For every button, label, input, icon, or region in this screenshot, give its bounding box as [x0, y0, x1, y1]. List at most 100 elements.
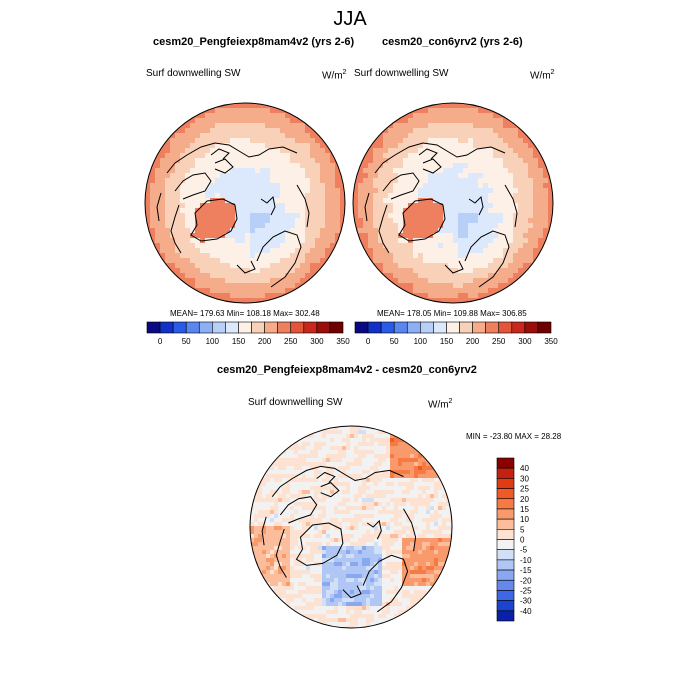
map-panel-2-border	[352, 102, 554, 304]
coastline	[271, 465, 404, 498]
panel1-variable: Surf downwelling SW	[146, 68, 241, 79]
colorbar1-box	[159, 321, 174, 334]
colorbar3-tick-label: -10	[520, 556, 532, 565]
colorbar2-box	[420, 321, 434, 334]
colorbar3-box	[496, 539, 515, 550]
colorbar3-box	[496, 508, 515, 520]
coastline	[261, 516, 267, 546]
colorbar3-tick-label: -25	[520, 586, 532, 595]
colorbar3-tick-label: -20	[520, 576, 532, 585]
map-panel-3	[250, 426, 452, 628]
coastline	[256, 230, 302, 288]
colorbar1-tick-label: 300	[310, 337, 324, 346]
coastline	[362, 554, 409, 613]
coastline-greenland	[190, 198, 238, 242]
colorbar1-box	[264, 321, 278, 334]
colorbar2-box	[354, 321, 369, 334]
coastline	[444, 260, 464, 274]
map-panel-3-border	[249, 425, 453, 629]
colorbar3-box	[496, 579, 515, 591]
colorbar3-box	[496, 498, 515, 510]
map-panel-2	[353, 103, 553, 303]
colorbar2-box	[524, 321, 539, 334]
colorbar2-box	[498, 321, 513, 334]
coastline	[316, 471, 336, 483]
coastline	[378, 204, 390, 254]
colorbar2-box	[367, 321, 382, 334]
colorbar3-tick-label: 30	[520, 474, 529, 483]
colorbar3-box	[496, 467, 515, 479]
colorbar2-tick-label: 100	[414, 337, 428, 346]
colorbar1-box	[238, 321, 252, 334]
colorbar1-box	[316, 321, 331, 334]
colorbar2-box	[446, 321, 460, 334]
colorbar3-tick-label: -15	[520, 566, 532, 575]
colorbar1-box	[185, 321, 200, 334]
colorbar3-box	[496, 529, 515, 540]
colorbar1-box	[146, 321, 161, 334]
colorbar2-box	[472, 321, 486, 334]
colorbar1-tick-label: 100	[206, 337, 220, 346]
coastline	[366, 519, 382, 540]
map-panel-1-border	[144, 102, 346, 304]
colorbar1-tick-label: 200	[258, 337, 272, 346]
coastline	[418, 148, 438, 160]
coastline	[275, 528, 287, 578]
colorbar1-box	[212, 321, 226, 334]
coastline-greenland	[295, 522, 344, 566]
coastline	[422, 158, 442, 174]
colorbar1-box	[303, 321, 318, 334]
coastline	[174, 172, 212, 200]
colorbar2-tick-label: 200	[466, 337, 480, 346]
colorbar2-tick-label: 350	[544, 337, 558, 346]
coastline	[166, 142, 298, 174]
colorbar2-tick-label: 300	[518, 337, 532, 346]
coastline	[364, 192, 370, 222]
panel2-variable: Surf downwelling SW	[354, 68, 449, 79]
panel1-title: cesm20_Pengfeiexp8mam4v2 (yrs 2-6)	[153, 36, 355, 48]
coastline	[382, 172, 420, 200]
colorbar2-box	[393, 321, 408, 334]
panel3-stats: MIN = -23.80 MAX = 28.28	[466, 432, 562, 441]
coastline	[342, 585, 362, 599]
coastline	[403, 508, 417, 552]
panel3-title: cesm20_Pengfeiexp8mam4v2 - cesm20_con6yr…	[217, 364, 477, 376]
colorbar3-tick-label: -40	[520, 607, 532, 616]
coastline	[279, 496, 318, 524]
coastline	[296, 184, 310, 228]
colorbar3-box	[496, 488, 515, 500]
panel1-units: W/m2	[322, 69, 347, 82]
coastline	[468, 195, 484, 216]
colorbar2-box	[433, 321, 447, 334]
colorbar2-box	[459, 321, 473, 334]
panel3-variable: Surf downwelling SW	[248, 397, 343, 408]
panel1-stats: MEAN= 179.63 Min= 108.18 Max= 302.48	[170, 309, 320, 318]
colorbar1-box	[198, 321, 213, 334]
panel3-units: W/m2	[428, 398, 453, 411]
coastline	[170, 204, 182, 254]
colorbar3-box	[496, 610, 515, 622]
colorbar2-tick-label: 250	[492, 337, 506, 346]
colorbar3-box	[496, 590, 515, 601]
panel2-units: W/m2	[530, 69, 555, 82]
colorbar2-box	[511, 321, 526, 334]
coastline	[464, 230, 510, 288]
colorbar2-tick-label: 0	[366, 337, 371, 346]
coastline	[260, 195, 276, 216]
coastline	[320, 482, 340, 498]
colorbar1-tick-label: 0	[158, 337, 163, 346]
colorbar3-box	[496, 518, 515, 530]
colorbar1-tick-label: 250	[284, 337, 298, 346]
colorbar1-tick-label: 150	[232, 337, 246, 346]
colorbar1-tick-label: 50	[182, 337, 191, 346]
colorbar2-box	[537, 321, 552, 334]
colorbar2-tick-label: 50	[390, 337, 399, 346]
colorbar1-box	[225, 321, 239, 334]
colorbar3-box	[496, 457, 515, 469]
colorbar3-box	[496, 559, 515, 571]
colorbar3-tick-label: -30	[520, 597, 532, 606]
colorbar3-tick-label: 25	[520, 485, 529, 494]
coastline	[156, 192, 162, 222]
colorbar1-box	[172, 321, 187, 334]
